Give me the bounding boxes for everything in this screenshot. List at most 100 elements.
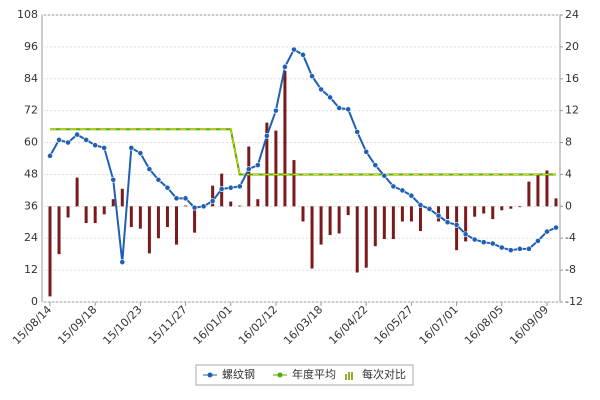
bar [310,206,314,269]
y2-tick-label: 16 [565,72,579,85]
point [300,51,306,58]
bar [409,206,413,222]
point [426,206,433,212]
legend-swatch [348,372,350,380]
point [200,203,207,210]
x-tick-label: 16/01/01 [191,303,235,347]
point [155,176,162,183]
point [390,183,397,190]
bar [328,206,332,236]
point [191,204,198,211]
plot-frame [41,14,561,303]
point [182,195,189,202]
point [218,186,225,192]
point [471,236,478,243]
point [399,187,406,194]
bar [319,206,323,245]
point [92,142,99,149]
y-tick-label: 108 [17,8,38,21]
bar [247,146,251,207]
bar [265,122,269,207]
point [480,239,487,246]
bar [464,206,468,242]
x-tick-label: 16/08/05 [462,303,506,347]
point [74,131,81,138]
point [318,86,324,93]
y2-tick-label: 0 [565,199,572,212]
bar [93,206,97,224]
bar [102,206,106,215]
point [245,166,252,173]
point [146,166,153,173]
bar [111,199,115,207]
bar [536,175,540,207]
point [291,46,297,53]
bar [364,206,368,268]
point [254,162,261,169]
y2-tick-label: 24 [565,8,579,21]
x-tick-label: 16/09/09 [507,303,551,347]
y2-tick-label: 12 [565,104,579,117]
bar [84,206,88,224]
legend-label: 每次对比 [362,367,406,381]
point [372,162,379,169]
point [453,222,460,228]
bar [57,206,61,255]
x-tick-label: 16/07/01 [417,303,461,347]
y2-tick-label: 20 [565,40,579,53]
point [435,212,442,219]
bar [147,206,151,254]
point [363,148,370,155]
point [110,176,117,183]
point [381,172,388,179]
bar [400,206,404,222]
point [227,184,234,191]
point [309,73,315,80]
point [128,144,135,151]
bar [545,170,549,207]
y2-tick-label: -8 [565,263,576,276]
y2-tick-label: -4 [565,231,576,244]
bar [156,206,160,239]
point [327,94,334,101]
x-tick-label: 15/09/18 [55,303,99,347]
y-tick-label: 84 [24,72,38,85]
point [282,63,288,70]
bar [491,206,495,220]
point [137,150,144,157]
bar [554,198,558,207]
bar [48,206,52,297]
y2-tick-label: 8 [565,136,572,149]
y2-tick-label: -12 [565,295,583,308]
legend-label: 年度平均 [292,367,336,381]
y-tick-label: 96 [24,40,38,53]
point [173,195,180,202]
bar [518,206,522,208]
x-tick-label: 16/04/22 [326,303,370,347]
point [47,152,53,159]
legend-box [195,364,414,386]
y-tick-label: 0 [31,295,38,308]
bar [211,185,215,207]
bar [382,206,386,240]
y2-tick-label: 4 [565,167,572,180]
x-tick-label: 16/03/18 [281,303,325,347]
point [65,139,71,146]
bar [66,206,70,218]
y-tick-label: 36 [24,199,38,212]
point [489,240,496,247]
line [49,48,557,263]
bar [473,206,477,217]
point [263,133,270,139]
point [535,237,541,244]
bar [527,181,531,207]
legend-label: 螺纹钢 [222,367,255,381]
bar [346,206,350,216]
point [462,231,469,238]
bar [337,206,341,234]
bar [500,206,504,211]
point [164,184,171,191]
bar [482,206,486,214]
point [417,202,424,208]
